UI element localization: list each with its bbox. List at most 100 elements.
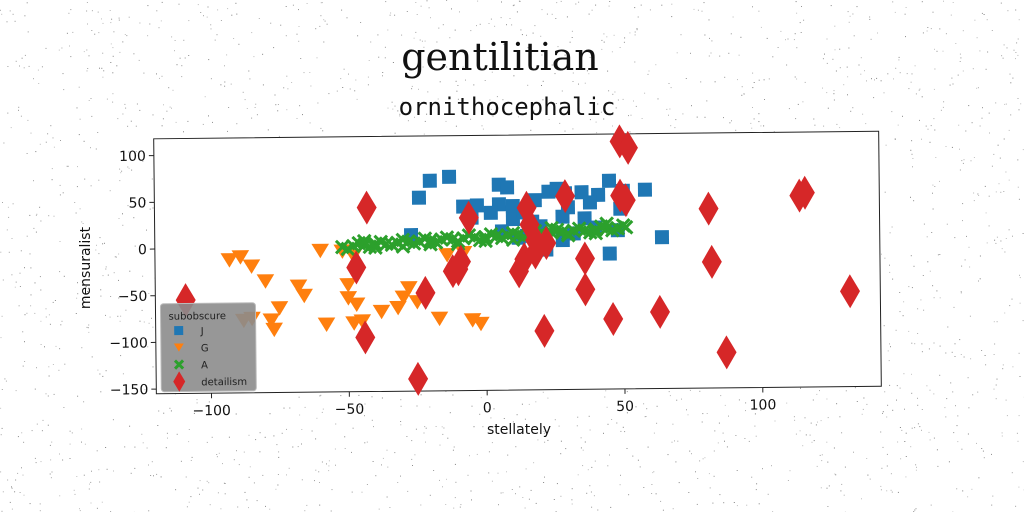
speckle-dot xyxy=(33,180,34,182)
speckle-dot xyxy=(83,140,85,142)
speckle-dot xyxy=(507,454,509,456)
speckle-dot xyxy=(24,361,26,362)
speckle-dot xyxy=(723,117,724,119)
speckle-dot xyxy=(805,434,807,436)
speckle-dot xyxy=(47,133,49,135)
speckle-dot xyxy=(301,443,302,445)
speckle-dot xyxy=(112,55,114,57)
speckle-dot xyxy=(63,89,65,91)
speckle-dot xyxy=(854,387,856,389)
speckle-dot xyxy=(929,141,931,143)
speckle-dot xyxy=(452,394,454,396)
speckle-dot xyxy=(196,399,198,401)
speckle-dot xyxy=(834,49,836,51)
speckle-dot xyxy=(820,420,822,422)
speckle-dot xyxy=(427,91,429,93)
speckle-dot xyxy=(956,488,958,490)
speckle-dot xyxy=(443,427,445,429)
speckle-dot xyxy=(311,430,313,432)
speckle-dot xyxy=(447,437,449,439)
speckle-dot xyxy=(113,31,115,33)
speckle-dot xyxy=(911,73,913,75)
speckle-dot xyxy=(206,16,208,18)
speckle-dot xyxy=(826,441,828,443)
speckle-dot xyxy=(77,293,79,295)
speckle-dot xyxy=(690,52,691,54)
speckle-dot xyxy=(47,395,49,397)
speckle-dot xyxy=(218,452,220,454)
speckle-dot xyxy=(613,34,615,36)
speckle-dot xyxy=(883,92,885,94)
speckle-dot xyxy=(886,490,888,492)
speckle-dot xyxy=(153,475,154,477)
speckle-dot xyxy=(119,180,121,182)
speckle-dot xyxy=(236,123,238,125)
speckle-dot xyxy=(588,415,590,417)
speckle-dot xyxy=(109,190,111,192)
speckle-dot xyxy=(144,389,146,391)
speckle-dot xyxy=(110,296,112,297)
speckle-dot xyxy=(110,43,112,45)
speckle-dot xyxy=(591,506,593,508)
speckle-dot xyxy=(49,323,51,325)
speckle-dot xyxy=(39,143,41,145)
speckle-dot xyxy=(927,128,929,130)
y-tick-label: 100 xyxy=(119,149,146,165)
speckle-dot xyxy=(952,391,954,393)
speckle-dot xyxy=(847,11,849,13)
speckle-dot xyxy=(87,291,89,292)
speckle-dot xyxy=(899,311,901,313)
speckle-dot xyxy=(985,364,987,366)
speckle-dot xyxy=(841,483,843,485)
speckle-dot xyxy=(122,113,124,115)
speckle-dot xyxy=(352,427,354,429)
speckle-dot xyxy=(122,213,123,215)
speckle-dot xyxy=(743,93,745,95)
speckle-dot xyxy=(378,508,380,510)
speckle-dot xyxy=(303,72,305,74)
speckle-dot xyxy=(491,71,493,73)
speckle-dot xyxy=(1006,47,1008,49)
speckle-dot xyxy=(920,299,922,301)
speckle-dot xyxy=(542,80,544,82)
data-point-a xyxy=(367,240,383,256)
speckle-dot xyxy=(637,459,639,461)
speckle-dot xyxy=(174,40,176,41)
speckle-dot xyxy=(886,416,888,418)
speckle-dot xyxy=(30,267,32,269)
speckle-dot xyxy=(535,502,537,504)
speckle-dot xyxy=(890,489,892,491)
speckle-dot xyxy=(564,54,566,56)
speckle-dot xyxy=(963,356,965,358)
speckle-dot xyxy=(1012,235,1013,237)
speckle-dot xyxy=(264,436,266,438)
speckle-dot xyxy=(645,416,647,417)
speckle-dot xyxy=(861,498,862,500)
speckle-dot xyxy=(704,457,706,459)
speckle-dot xyxy=(954,356,956,357)
speckle-dot xyxy=(1003,44,1005,46)
speckle-dot xyxy=(718,422,720,424)
speckle-dot xyxy=(188,501,190,503)
speckle-dot xyxy=(933,88,935,90)
speckle-dot xyxy=(372,461,374,462)
speckle-dot xyxy=(858,64,860,66)
speckle-dot xyxy=(1017,38,1019,40)
speckle-dot xyxy=(704,116,706,118)
speckle-dot xyxy=(582,465,584,467)
speckle-dot xyxy=(676,52,678,54)
speckle-dot xyxy=(38,83,40,84)
speckle-dot xyxy=(320,15,322,17)
speckle-dot xyxy=(14,20,16,22)
speckle-dot xyxy=(517,425,519,427)
speckle-dot xyxy=(748,440,750,442)
y-axis-label: mensuralist xyxy=(78,226,94,309)
speckle-dot xyxy=(116,65,118,67)
speckle-dot xyxy=(612,125,613,127)
speckle-dot xyxy=(124,446,126,448)
speckle-dot xyxy=(589,119,591,121)
speckle-dot xyxy=(1003,191,1005,192)
speckle-dot xyxy=(202,489,204,491)
data-point-detailism xyxy=(603,301,624,336)
legend-marker-detailism xyxy=(173,371,186,392)
